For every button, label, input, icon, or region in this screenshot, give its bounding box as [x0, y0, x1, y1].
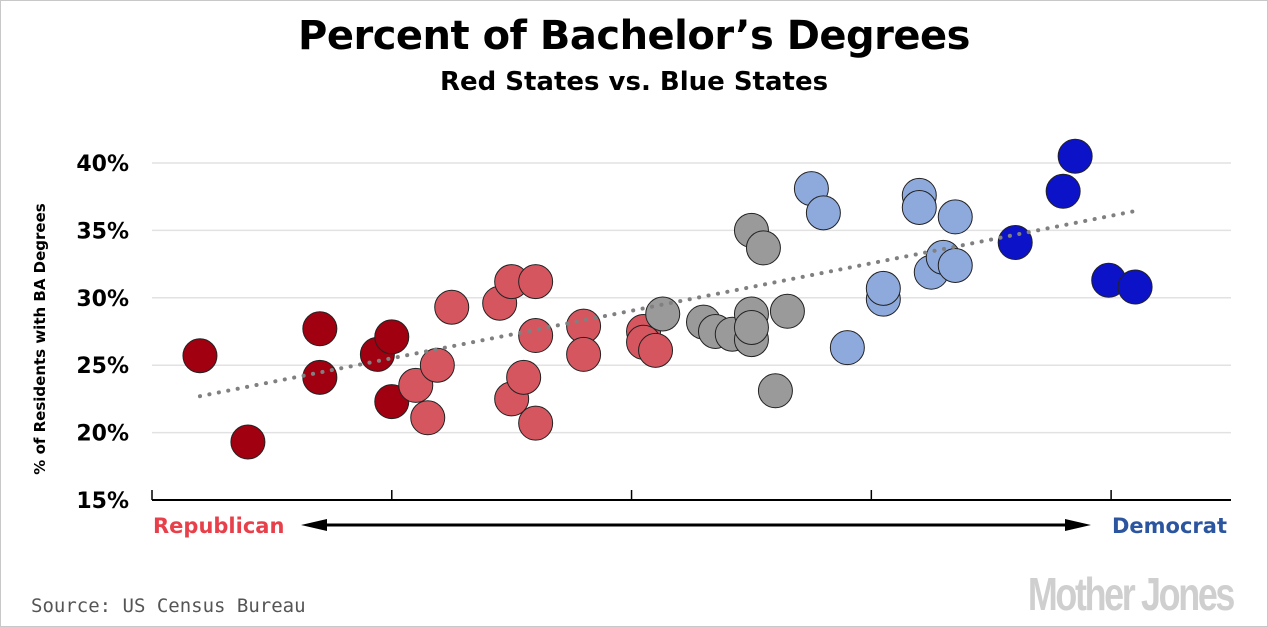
data-point-dark-red: [230, 424, 266, 460]
data-point-light-red: [518, 405, 554, 441]
data-point-dark-red: [302, 359, 338, 395]
y-axis-label: % of Residents with BA Degrees: [31, 203, 49, 474]
y-tick-label: 40%: [76, 152, 129, 177]
data-point-gray: [645, 296, 681, 332]
mother-jones-logo: Mother Jones: [1027, 568, 1236, 620]
data-point-light-blue: [865, 270, 901, 306]
data-point-gray: [733, 309, 769, 345]
data-point-light-blue: [901, 189, 937, 225]
data-point-light-red: [419, 347, 455, 383]
data-point-gray: [769, 293, 805, 329]
data-point-dark-red: [374, 319, 410, 355]
data-point-light-blue: [805, 195, 841, 231]
data-point-light-red: [506, 359, 542, 395]
data-point-dark-blue: [1045, 173, 1081, 209]
source-note: Source: US Census Bureau: [31, 595, 306, 617]
arrow-left-head: [301, 519, 327, 531]
data-point-light-red: [638, 332, 674, 368]
data-point-dark-blue: [1057, 138, 1093, 174]
data-point-gray: [745, 230, 781, 266]
data-point-light-blue: [829, 330, 865, 366]
data-point-gray: [757, 373, 793, 409]
data-point-light-red: [398, 367, 434, 403]
y-tick-label: 30%: [76, 287, 129, 312]
y-tick-label: 20%: [76, 422, 129, 447]
arrow-right-head: [1065, 519, 1091, 531]
chart-subtitle: Red States vs. Blue States: [439, 67, 829, 97]
data-point-light-red: [410, 400, 446, 436]
data-point-dark-red: [302, 311, 338, 347]
data-point-light-red: [434, 289, 470, 325]
y-tick-label: 35%: [76, 219, 129, 244]
data-point-dark-blue: [1117, 269, 1153, 305]
data-point-light-red: [518, 264, 554, 300]
y-tick-label: 15%: [76, 489, 129, 514]
y-tick-label: 25%: [76, 354, 129, 379]
data-point-dark-blue: [997, 225, 1033, 261]
data-point-dark-red: [182, 338, 218, 374]
data-point-light-red: [566, 336, 602, 372]
data-point-light-red: [518, 318, 554, 354]
democrat-label: Democrat: [1112, 514, 1227, 538]
data-point-light-blue: [937, 199, 973, 235]
data-point-light-blue: [937, 247, 973, 283]
chart-title: Percent of Bachelor’s Degrees: [298, 13, 970, 59]
republican-label: Republican: [153, 514, 284, 538]
